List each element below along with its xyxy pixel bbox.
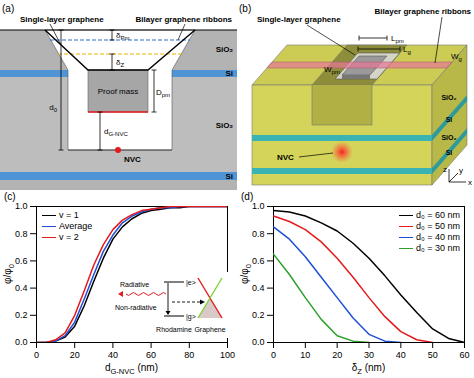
html-text:δZ(nm): δZ(nm) [351,362,386,376]
html-text:v = 1: v = 1 [59,210,79,220]
svg-text:30: 30 [364,350,374,360]
svg-text:0.0: 0.0 [15,337,28,347]
svg-text:Si: Si [446,149,453,156]
svg-text:Graphene: Graphene [194,326,225,334]
svg-text:Dpm: Dpm [156,88,170,98]
svg-text:1.0: 1.0 [252,201,265,211]
svg-text:50: 50 [428,350,438,360]
svg-text:δPm: δPm [116,31,129,41]
svg-text:0.2: 0.2 [252,310,265,320]
svg-text:100: 100 [220,350,235,360]
svg-text:60: 60 [146,350,156,360]
svg-text:x: x [468,178,472,187]
html-text:d₀ = 50 nm: d₀ = 50 nm [416,221,460,231]
svg-text:0.2: 0.2 [15,310,28,320]
html-text:0: 0 [7,264,16,269]
svg-text:Si: Si [225,69,233,78]
svg-text:40: 40 [396,350,406,360]
svg-text:Radiative: Radiative [120,281,149,288]
svg-text:0.6: 0.6 [15,256,28,266]
svg-text:Proof mass: Proof mass [98,87,138,96]
svg-text:Si: Si [446,116,453,123]
svg-text:20: 20 [70,350,80,360]
svg-text:0.8: 0.8 [252,229,265,239]
svg-text:20: 20 [332,350,342,360]
html-text:v = 2: v = 2 [59,232,79,242]
svg-text:(b): (b) [239,3,251,14]
svg-text:SiO₂: SiO₂ [441,134,456,141]
html-text:dG-NVC(nm): dG-NVC(nm) [105,362,158,376]
svg-text:SiO₂: SiO₂ [216,121,234,130]
svg-text:40: 40 [108,350,118,360]
svg-text:y: y [459,166,463,175]
svg-text:0.8: 0.8 [15,229,28,239]
svg-text:NVC: NVC [277,153,294,162]
html-text:φ/φ: φ/φ [2,268,13,284]
svg-text:0.6: 0.6 [252,256,265,266]
svg-text:0.4: 0.4 [15,283,28,293]
html-text:φ/φ: φ/φ [239,268,250,284]
svg-text:Lpm: Lpm [391,34,404,44]
svg-text:Lg: Lg [403,45,411,55]
html-text:d₀ = 40 nm: d₀ = 40 nm [416,232,460,242]
svg-text:SiO₂: SiO₂ [216,45,234,54]
svg-text:60: 60 [459,350,469,360]
html-text:0: 0 [244,264,253,269]
html-text:d₀ = 60 nm: d₀ = 60 nm [416,210,460,220]
html-text:d₀ = 30 nm: d₀ = 30 nm [416,243,460,253]
svg-text:dG-NVC: dG-NVC [104,127,128,137]
svg-text:Rhodamine: Rhodamine [156,326,192,333]
svg-text:(a): (a) [2,3,14,14]
svg-text:δZ: δZ [116,58,124,68]
svg-text:|e>: |e> [186,279,196,287]
svg-text:Bilayer graphene ribbons: Bilayer graphene ribbons [375,7,472,16]
html-text:(c): (c) [4,191,16,202]
svg-text:Bilayer graphene ribbons: Bilayer graphene ribbons [136,15,233,24]
svg-text:0: 0 [34,350,39,360]
svg-text:80: 80 [184,350,194,360]
svg-text:Non-radiative: Non-radiative [115,304,157,311]
svg-text:z: z [443,165,447,174]
svg-text:Single-layer graphene: Single-layer graphene [257,15,341,24]
svg-text:NVC: NVC [124,155,141,164]
svg-text:Wg: Wg [451,52,462,62]
svg-text:Si: Si [225,172,233,181]
svg-text:Single-layer graphene: Single-layer graphene [20,15,104,24]
html-text:Average: Average [59,221,93,231]
svg-text:d0: d0 [49,103,57,113]
svg-text:0: 0 [271,350,276,360]
svg-text:0.0: 0.0 [252,337,265,347]
svg-text:SiO₂: SiO₂ [441,94,456,101]
svg-text:|g>: |g> [186,313,196,321]
html-text:(d): (d) [241,191,254,202]
svg-text:1.0: 1.0 [15,201,28,211]
svg-text:0.4: 0.4 [252,283,265,293]
svg-text:10: 10 [300,350,310,360]
svg-text:Wpm: Wpm [324,65,340,75]
